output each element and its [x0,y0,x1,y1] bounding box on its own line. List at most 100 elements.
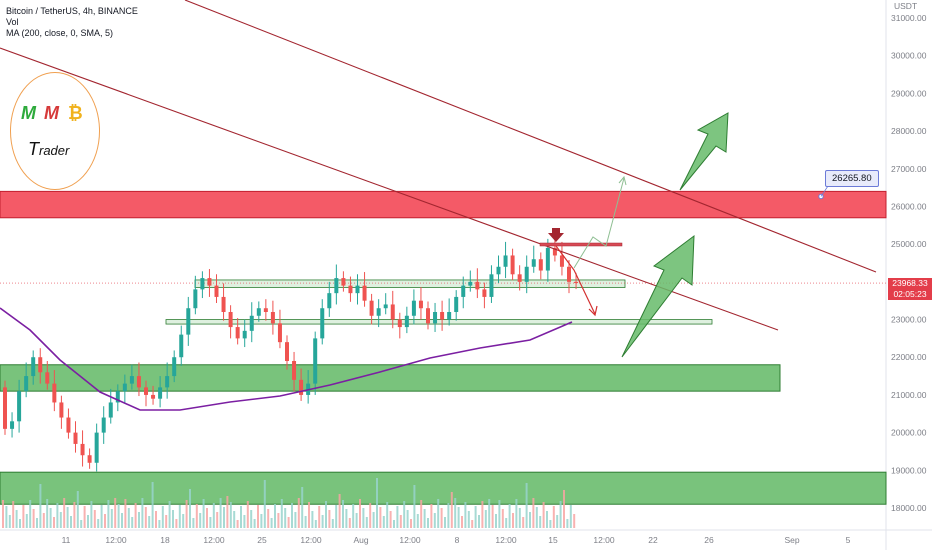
volume-bar [491,505,494,528]
volume-bar [406,510,409,528]
candle-body [538,259,543,271]
volume-bar [542,502,545,528]
candle-body [87,455,92,463]
price-callout-label[interactable]: 26265.80 [825,170,879,187]
volume-bar [121,513,123,528]
candle-body [489,274,494,297]
volume-bar [505,518,508,528]
volume-bar [263,480,266,528]
volume-bar [192,518,195,528]
volume-bar [63,498,66,528]
candle-body [327,293,332,309]
volume-bar [267,509,270,528]
volume-bar [308,502,310,528]
volume-bar [318,506,321,528]
volume-bar [141,498,144,528]
price-tick-label: 25000.00 [891,239,927,249]
candle-body [207,278,212,286]
bar-countdown: 02:05:23 [893,289,927,299]
upper-bullish-arrow-icon[interactable] [679,112,729,191]
symbol-title[interactable]: Bitcoin / TetherUS, 4h, BINANCE [6,6,138,16]
candle-body [482,289,487,297]
candle-body [552,247,557,256]
candle-body [348,285,353,294]
volume-bar [369,503,372,528]
candle-body [517,274,522,282]
time-tick-label: Aug [353,535,368,545]
volume-bar [182,514,185,528]
candle-body [24,376,29,392]
volume-bar [403,501,406,528]
bullish-projection-arrowhead [618,175,627,186]
resistance-zone[interactable] [0,190,887,219]
volume-bar [365,517,368,528]
volume-bar [552,506,555,528]
candle-body [277,323,282,343]
volume-bar [83,506,86,528]
volume-bar [39,484,42,528]
price-tick-label: 21000.00 [891,390,927,400]
price-tick-label: 31000.00 [891,13,927,23]
support-zone[interactable] [0,471,887,505]
volume-bar [257,505,259,528]
bearish-projection-path[interactable] [555,245,596,315]
bullish-projection-path[interactable] [573,177,625,269]
volume-bar [2,500,4,528]
descending-trendline-upper[interactable] [184,0,877,273]
time-tick-label: 8 [455,535,460,545]
candle-body [404,315,409,328]
volume-bar [495,514,497,528]
volume-bar [206,508,208,528]
logo-letter-m-green: M [21,103,36,123]
candle-body [221,296,226,312]
range-box-upper[interactable] [194,279,626,288]
time-tick-label: 25 [257,535,267,545]
current-price-value: 23968.33 [892,278,928,288]
volume-bar [457,507,460,528]
volume-bar [280,499,283,528]
volume-bar [410,519,412,528]
time-tick-label: 18 [160,535,170,545]
callout-connector [820,185,829,197]
volume-bar [87,515,89,528]
candle-body [45,372,50,384]
volume-bar [515,499,518,528]
candle-body [3,387,7,429]
candle-body [545,247,550,271]
volume-bar [25,514,28,528]
rejection-level-marker[interactable] [539,242,623,247]
logo-letter-m-red: M [44,103,59,123]
volume-bar [172,510,174,528]
volume-bar [73,502,76,528]
volume-bar [433,513,436,528]
volume-bar [144,507,147,528]
candle-body [454,296,459,312]
volume-bar [284,508,287,528]
volume-indicator-label[interactable]: Vol [6,17,19,27]
volume-bar [233,511,236,528]
candle-body [524,266,529,282]
candle-body [376,308,381,316]
volume-bar [134,503,137,528]
volume-bar [454,498,457,528]
volume-bar [175,519,178,528]
time-tick-label: 12:00 [105,535,127,545]
candle-body [193,289,198,309]
ma-indicator-label[interactable]: MA (200, close, 0, SMA, 5) [6,28,114,38]
descending-trendline-lower[interactable] [0,47,779,331]
ma-200-line [0,307,573,411]
volume-bar [546,511,548,528]
down-marker-icon[interactable] [548,228,564,242]
range-box-lower[interactable] [165,319,713,325]
large-bullish-arrow-icon[interactable] [621,234,695,358]
candle-body [144,387,148,395]
volume-bar [42,513,45,528]
price-tick-label: 29000.00 [891,88,927,98]
candle-body [256,308,261,316]
candle-body [440,312,445,320]
candle-body [426,308,430,324]
volume-bar [498,500,501,528]
candle-body [355,285,360,294]
volume-bar [165,515,168,528]
